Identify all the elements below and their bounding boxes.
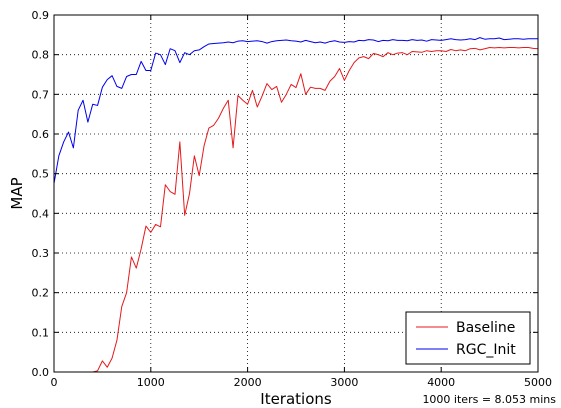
plot-frame [53, 14, 539, 373]
y-tick-label: 0.1 [32, 326, 50, 339]
iteration-time-note: 1000 iters = 8.053 mins [422, 393, 556, 406]
y-tick-label: 0.6 [32, 128, 50, 141]
x-tick-label: 4000 [427, 376, 455, 389]
y-tick-label: 0.2 [32, 287, 50, 300]
y-tick-label: 0.7 [32, 88, 50, 101]
series-line-rgc-init [53, 37, 538, 184]
y-tick-label: 0.0 [32, 366, 50, 379]
legend-label-baseline: Baseline [456, 320, 515, 336]
series-layer [53, 37, 539, 373]
x-tick-label: 5000 [524, 376, 552, 389]
tick-layer [53, 14, 539, 373]
y-tick-label: 0.8 [32, 49, 50, 62]
y-tick-label: 0.9 [32, 9, 50, 22]
y-tick-label: 0.4 [32, 207, 50, 220]
legend-box [405, 311, 531, 365]
grid-layer [54, 15, 538, 372]
x-tick-label: 0 [51, 376, 58, 389]
legend-label-rgc-init: RGC_Init [456, 342, 516, 358]
y-axis-title: MAP [8, 177, 26, 209]
y-tick-label: 0.3 [32, 247, 50, 260]
tick-label-layer: 0 1000 2000 3000 4000 5000 0.0 0.1 0.2 0.3 0.4 0.5 0… [32, 9, 553, 389]
series-line-baseline [54, 47, 539, 373]
x-tick-label: 3000 [330, 376, 358, 389]
x-axis-title: Iterations [260, 390, 332, 408]
legend: Baseline RGC_Init [405, 311, 531, 365]
y-tick-label: 0.5 [32, 168, 50, 181]
x-tick-label: 1000 [137, 376, 165, 389]
x-tick-label: 2000 [234, 376, 262, 389]
